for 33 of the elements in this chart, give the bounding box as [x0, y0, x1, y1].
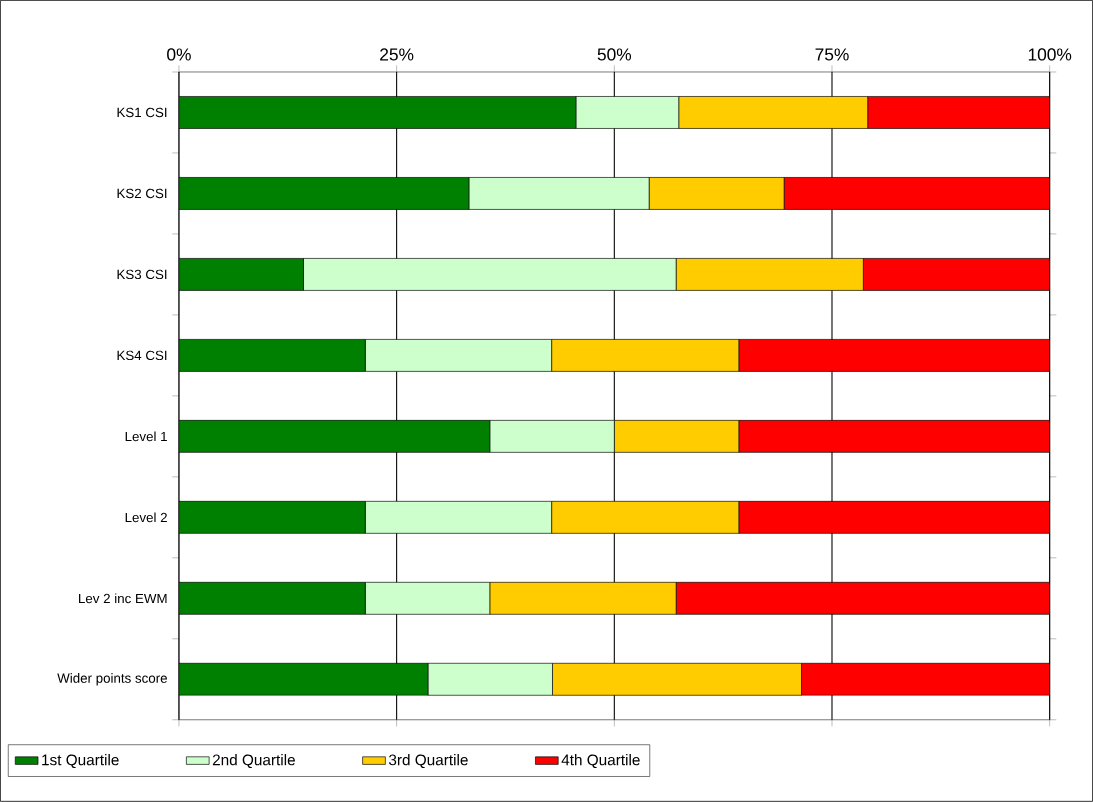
x-tick-label: 100% [1028, 48, 1072, 61]
y-tick-label: Lev 2 inc EWM [79, 593, 167, 604]
bar [867, 96, 1050, 129]
bar [178, 177, 470, 210]
y-tick-label: KS3 CSI [117, 269, 167, 280]
y-tick-label: Level 2 [125, 512, 167, 523]
bar [178, 501, 366, 534]
bar [738, 339, 1050, 372]
bar [178, 258, 304, 291]
y-tick-label: KS1 CSI [117, 107, 167, 118]
bar [178, 420, 491, 453]
bar [675, 582, 1050, 615]
bar [178, 663, 429, 696]
y-tick-label: KS4 CSI [117, 350, 167, 361]
legend-label: 4th Quartile [561, 754, 640, 769]
bar [178, 339, 366, 372]
x-tick-label: 25% [380, 48, 414, 61]
bar [863, 258, 1050, 291]
y-tick-label: Wider points score [57, 673, 167, 686]
legend-label: 2nd Quartile [212, 754, 295, 769]
bar [801, 663, 1050, 696]
x-tick-label: 50% [597, 48, 632, 61]
x-tick-label: 0% [167, 48, 191, 61]
legend-label: 3rd Quartile [388, 754, 468, 769]
bar [738, 420, 1050, 453]
legend-label: 1st Quartile [42, 754, 119, 769]
x-tick-label: 75% [815, 48, 849, 61]
bar [783, 177, 1050, 210]
y-tick-label: Level 1 [125, 431, 167, 442]
bar [738, 501, 1050, 534]
bar [178, 582, 366, 615]
y-tick-label: KS2 CSI [117, 188, 167, 199]
bar [178, 96, 577, 129]
